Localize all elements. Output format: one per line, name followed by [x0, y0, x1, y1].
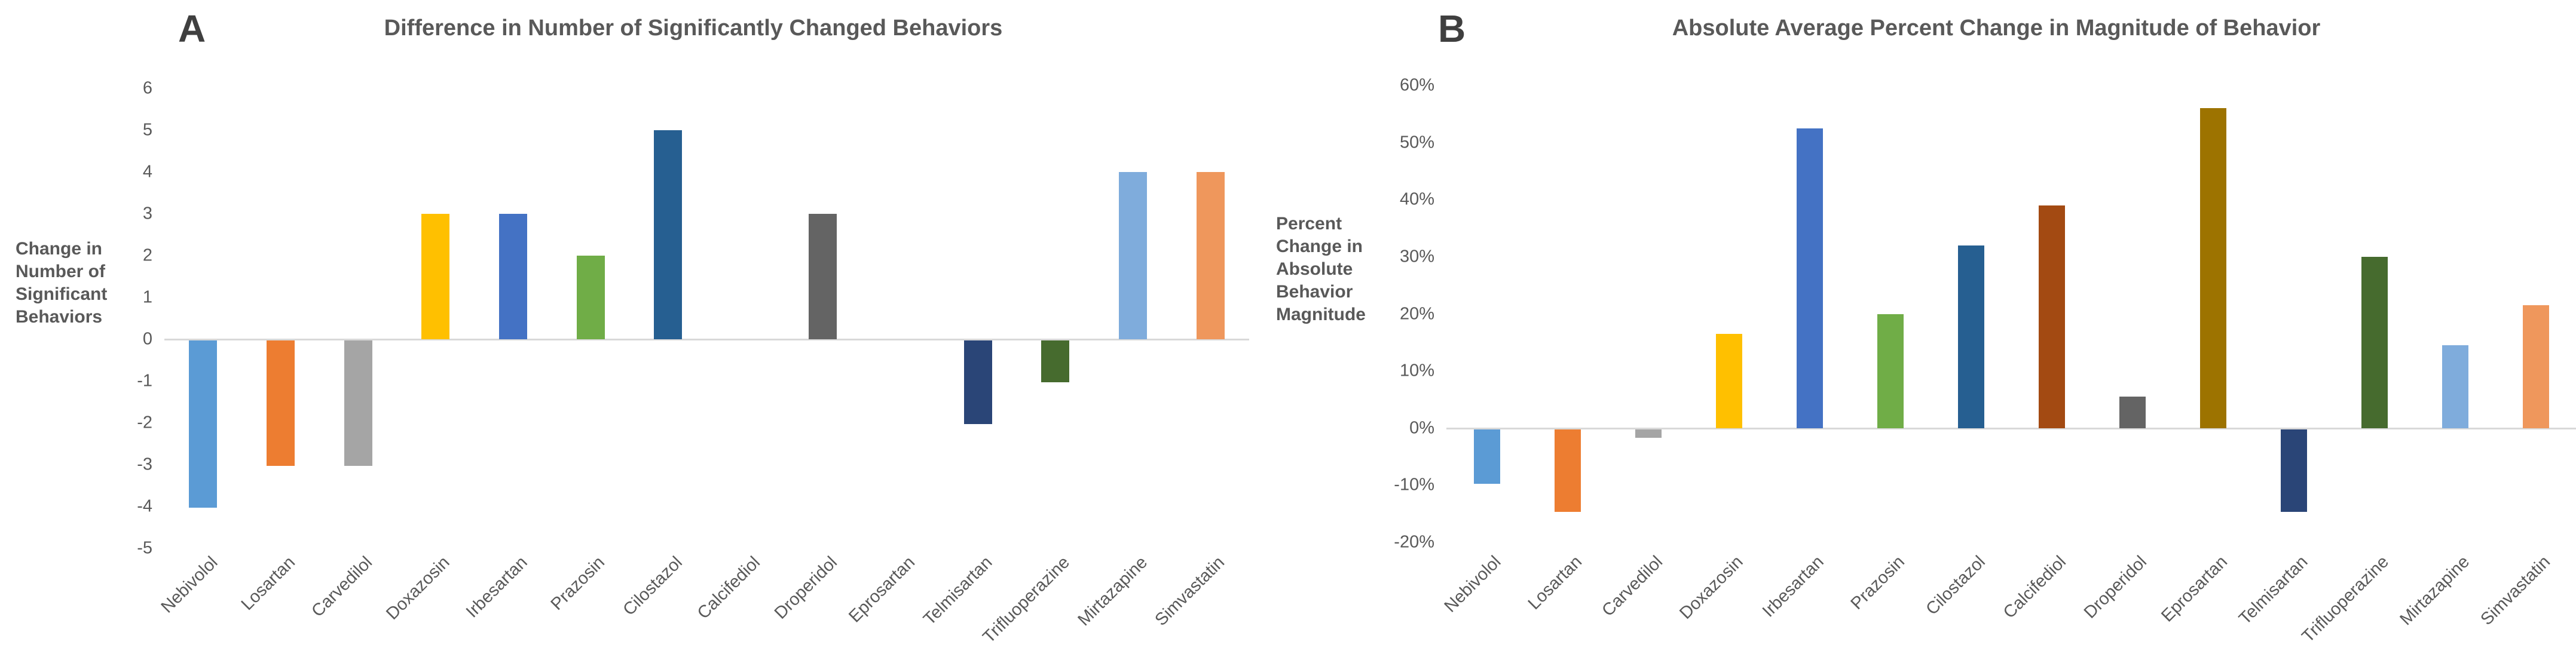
x-category-label-prazosin: Prazosin [1847, 552, 1908, 613]
bar-losartan [1554, 429, 1581, 512]
bar-simvastatin [1196, 172, 1225, 339]
panel-a-y-axis-label: Change in Number of Significant Behavior… [16, 239, 108, 327]
x-category-label-nebivolol: Nebivolol [1440, 552, 1505, 616]
zero-baseline [1446, 427, 2576, 429]
y-tick-label: 40% [1399, 189, 1434, 209]
x-category-label-eprosartan: Eprosartan [2157, 552, 2231, 626]
bar-doxazosin [1715, 333, 1742, 428]
panel-a-title: Difference in Number of Significantly Ch… [384, 16, 1003, 41]
bar-telmisartan [2280, 429, 2307, 512]
zero-baseline [164, 339, 1249, 340]
bar-nebivolol [1473, 429, 1500, 484]
x-category-label-prazosin: Prazosin [547, 552, 609, 614]
x-category-label-carvedilol: Carvedilol [1598, 552, 1666, 621]
y-tick-label: -2 [137, 413, 152, 432]
bar-telmisartan [963, 340, 992, 424]
panel-a-plot-area: 6 5 4 3 2 1 0 -1 -2 -3 -4 -5 Nebivolol Losartan Carved… [137, 79, 1249, 647]
x-category-label-eprosartan: Eprosartan [845, 552, 919, 627]
x-category-label-calcifediol: Calcifediol [1999, 552, 2070, 622]
x-category-label-irbesartan: Irbesartan [1758, 552, 1828, 621]
bar-prazosin [576, 256, 605, 339]
panel-b-y-axis-label: Percent Change in Absolute Behavior Magn… [1276, 214, 1366, 324]
x-category-label-nebivolol: Nebivolol [157, 552, 222, 617]
x-category-label-losartan: Losartan [237, 552, 299, 615]
x-category-label-droperidol: Droperidol [2080, 552, 2150, 622]
y-tick-label: 0 [142, 329, 152, 349]
panel-b-letter: B [1438, 7, 1466, 50]
x-category-label-cilostazol: Cilostazol [1922, 552, 1989, 619]
y-tick-label: 50% [1399, 133, 1434, 152]
bar-cilostazol [654, 130, 683, 339]
x-category-label-mirtazapine: Mirtazapine [1074, 552, 1151, 630]
bar-droperidol [809, 214, 837, 339]
x-category-label-trifluoperazine: Trifluoperazine [2298, 552, 2393, 647]
x-category-label-mirtazapine: Mirtazapine [2396, 552, 2473, 630]
y-tick-label: -4 [137, 496, 152, 516]
bar-carvedilol [344, 340, 372, 466]
x-category-label-simvastatin: Simvastatin [2477, 552, 2554, 630]
x-category-label-telmisartan: Telmisartan [2235, 552, 2312, 629]
bar-droperidol [2119, 397, 2146, 428]
bar-nebivolol [189, 340, 218, 508]
y-tick-label: 10% [1399, 361, 1434, 380]
bar-doxazosin [421, 214, 450, 339]
x-category-label-irbesartan: Irbesartan [462, 552, 531, 622]
bar-carvedilol [1635, 429, 1662, 438]
x-category-label-simvastatin: Simvastatin [1151, 552, 1229, 630]
bar-losartan [266, 340, 295, 466]
y-tick-label: 4 [142, 162, 152, 182]
x-category-label-calcifediol: Calcifediol [693, 552, 764, 623]
bar-mirtazapine [2442, 345, 2468, 428]
bar-trifluoperazine [2361, 256, 2388, 428]
y-tick-label: 0% [1409, 418, 1434, 438]
panel-b-plot-area: 60% 50% 40% 30% 20% 10% 0% -10% -20% Nebivolol Los… [1394, 76, 2576, 646]
y-tick-label: 2 [142, 245, 152, 265]
bar-irbesartan [1796, 128, 1823, 428]
bar-eprosartan [2199, 108, 2226, 428]
x-category-label-carvedilol: Carvedilol [308, 552, 377, 621]
bar-simvastatin [2522, 305, 2549, 428]
y-tick-label: 1 [142, 287, 152, 307]
x-category-label-telmisartan: Telmisartan [919, 552, 996, 630]
panel-b-title: Absolute Average Percent Change in Magni… [1672, 16, 2321, 41]
y-tick-label: -5 [137, 538, 152, 558]
y-tick-label: -1 [137, 371, 152, 391]
y-tick-label: 6 [142, 78, 152, 98]
y-tick-label: -3 [137, 455, 152, 474]
y-tick-label: -10% [1394, 475, 1434, 495]
y-tick-label: 3 [142, 204, 152, 223]
y-tick-label: 30% [1399, 247, 1434, 266]
panel-a-letter: A [178, 7, 206, 50]
y-tick-label: 5 [142, 120, 152, 140]
y-tick-label: 20% [1399, 304, 1434, 323]
bar-cilostazol [1957, 245, 1984, 428]
x-category-label-droperidol: Droperidol [770, 552, 842, 623]
x-category-label-losartan: Losartan [1524, 552, 1586, 614]
bar-irbesartan [498, 214, 527, 339]
bar-trifluoperazine [1041, 340, 1070, 382]
bar-prazosin [1877, 314, 1904, 428]
bar-calcifediol [2038, 205, 2065, 428]
x-category-label-doxazosin: Doxazosin [1676, 552, 1747, 623]
x-category-label-doxazosin: Doxazosin [383, 552, 454, 624]
y-tick-label: 60% [1399, 75, 1434, 95]
bar-mirtazapine [1119, 172, 1148, 339]
y-tick-label: -20% [1394, 532, 1434, 552]
x-category-label-cilostazol: Cilostazol [619, 552, 686, 620]
